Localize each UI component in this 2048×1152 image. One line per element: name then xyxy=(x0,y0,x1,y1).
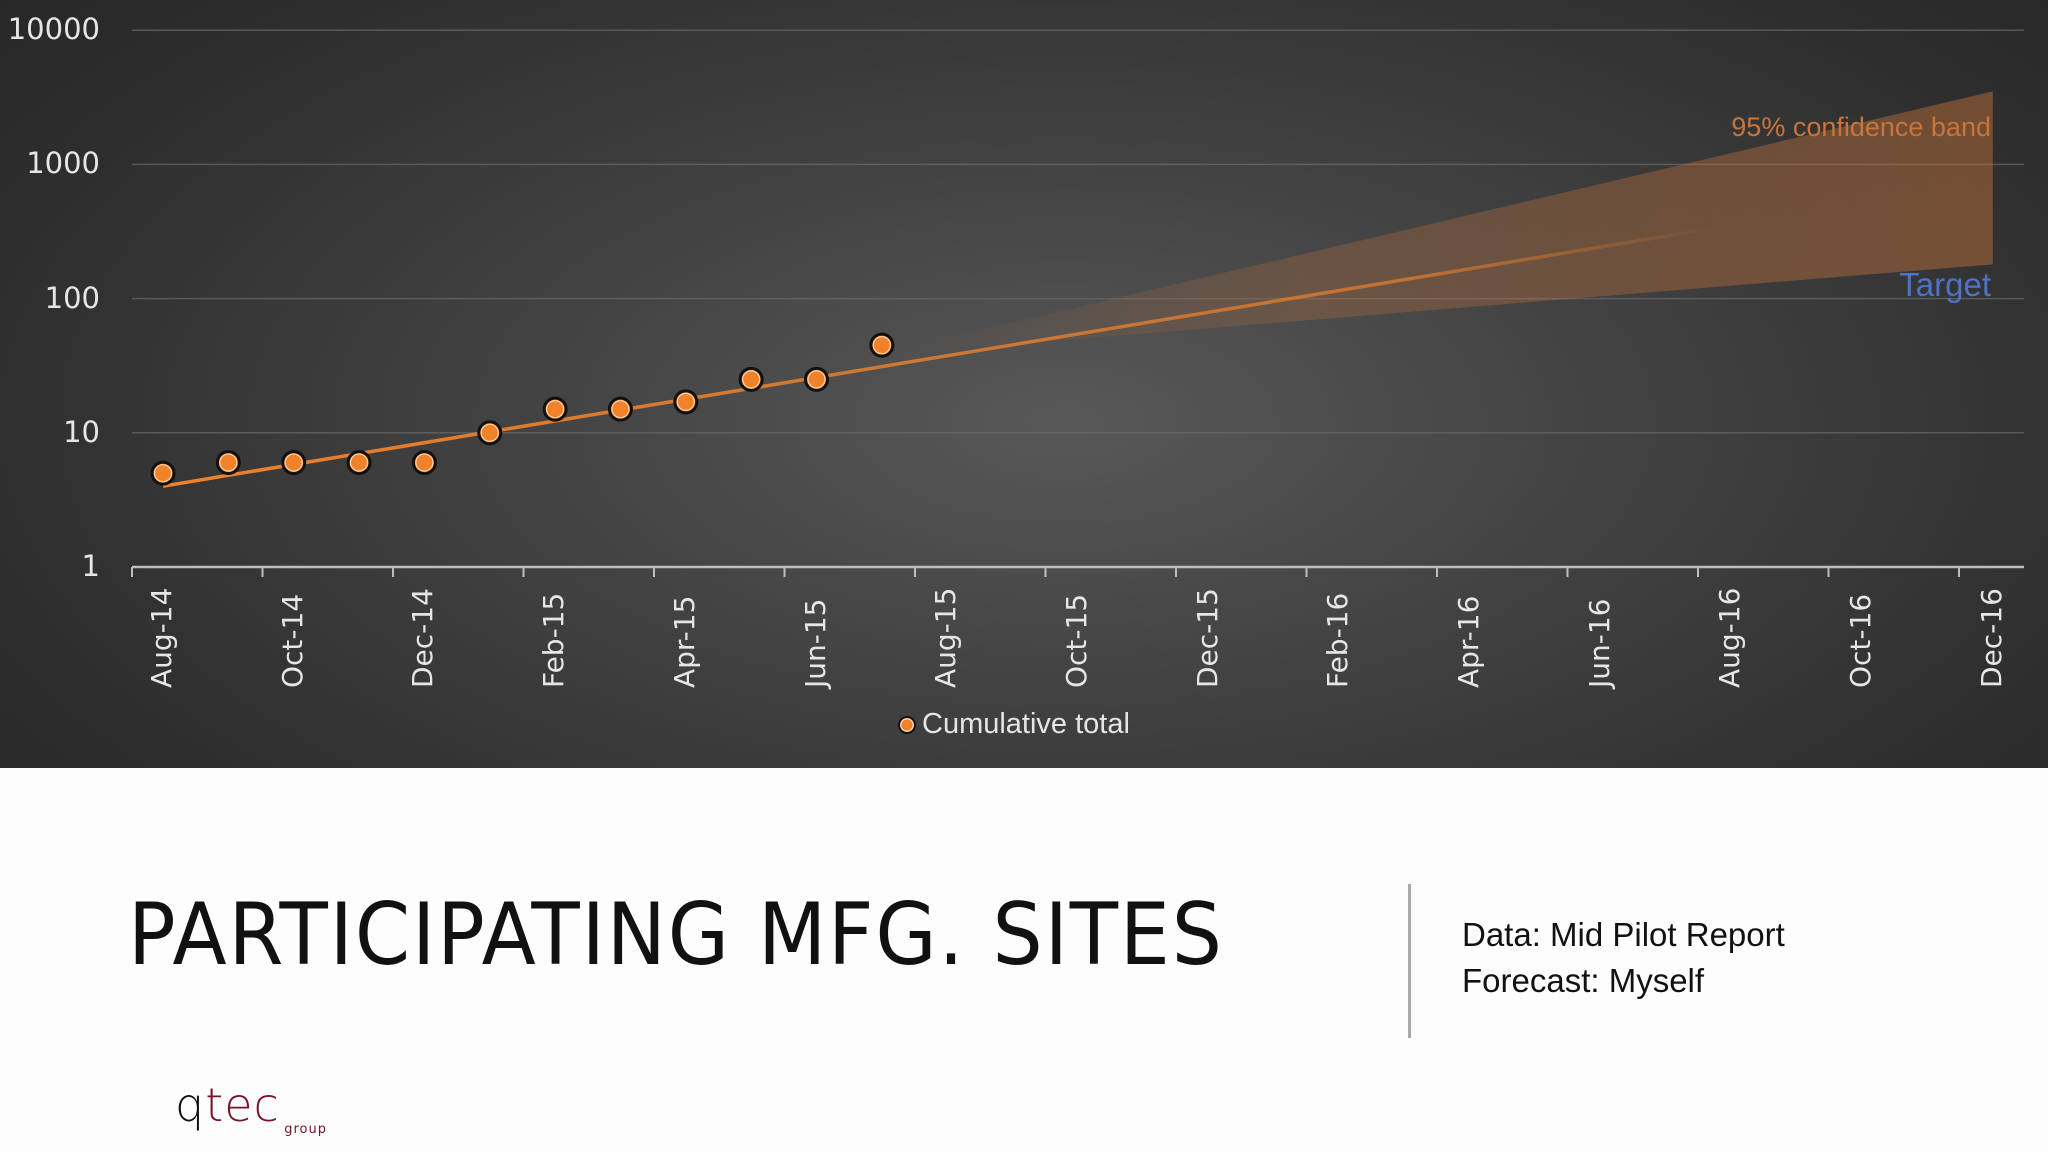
x-tick-label: Feb-16 xyxy=(1321,592,1355,688)
x-tick-label: Oct-16 xyxy=(1844,593,1878,688)
x-tick-label: Feb-15 xyxy=(537,592,571,688)
x-tick-label: Oct-15 xyxy=(1059,593,1093,688)
data-point[interactable] xyxy=(738,366,764,392)
legend[interactable]: Cumulative total xyxy=(898,708,1130,741)
forecast-source-note: Forecast: Myself xyxy=(1462,962,1705,999)
y-tick-label: 1000 xyxy=(26,146,100,181)
confidence-band-label: 95% confidence band xyxy=(1731,112,1991,142)
title-divider xyxy=(1408,884,1411,1038)
x-tick-label: Aug-16 xyxy=(1713,587,1747,688)
slide-title: PARTICIPATING MFG. SITES xyxy=(128,885,1224,985)
x-tick-label: Apr-16 xyxy=(1452,595,1485,688)
x-tick-label: Aug-14 xyxy=(145,587,178,688)
data-point[interactable] xyxy=(477,420,503,446)
data-point[interactable] xyxy=(215,450,241,476)
data-point[interactable] xyxy=(346,450,372,476)
x-tick-label: Dec-14 xyxy=(406,588,440,688)
logo-q: q xyxy=(175,1078,206,1132)
x-tick-label: Dec-16 xyxy=(1974,588,2008,688)
slide-notes: Data: Mid Pilot Report Forecast: Myself xyxy=(1462,912,1785,1004)
chart-panel: 10000 1000 100 10 1 Aug-14 Oct-14 Dec-14 Feb-15… xyxy=(0,0,2048,768)
y-tick-label: 1 xyxy=(81,549,100,583)
data-point[interactable] xyxy=(673,389,699,415)
data-point[interactable] xyxy=(542,396,568,422)
data-point[interactable] xyxy=(281,450,307,476)
x-tick-label: Oct-14 xyxy=(275,593,309,688)
y-tick-label: 10 xyxy=(63,414,100,449)
x-tick-label: Jun-15 xyxy=(798,598,832,688)
y-tick-label: 10000 xyxy=(7,12,100,47)
x-tick-label: Aug-15 xyxy=(929,587,963,688)
data-point[interactable] xyxy=(869,332,895,358)
x-tick-label: Apr-15 xyxy=(667,595,701,688)
chart-plot xyxy=(131,29,2024,577)
logo-group: group xyxy=(284,1122,327,1137)
data-source-note: Data: Mid Pilot Report xyxy=(1462,916,1785,953)
y-tick-label: 100 xyxy=(44,280,100,315)
target-label: Target xyxy=(1899,266,1991,303)
data-point[interactable] xyxy=(607,396,633,422)
data-point[interactable] xyxy=(804,366,829,392)
legend-label: Cumulative total xyxy=(922,708,1130,740)
logo-tec: tec xyxy=(205,1078,280,1132)
legend-marker-icon xyxy=(898,715,916,734)
x-tick-label: Dec-15 xyxy=(1190,588,1224,688)
data-point[interactable] xyxy=(411,450,437,476)
data-point[interactable] xyxy=(150,460,176,486)
x-tick-label: Jun-16 xyxy=(1582,598,1616,688)
company-logo: qtec group xyxy=(175,1082,335,1138)
